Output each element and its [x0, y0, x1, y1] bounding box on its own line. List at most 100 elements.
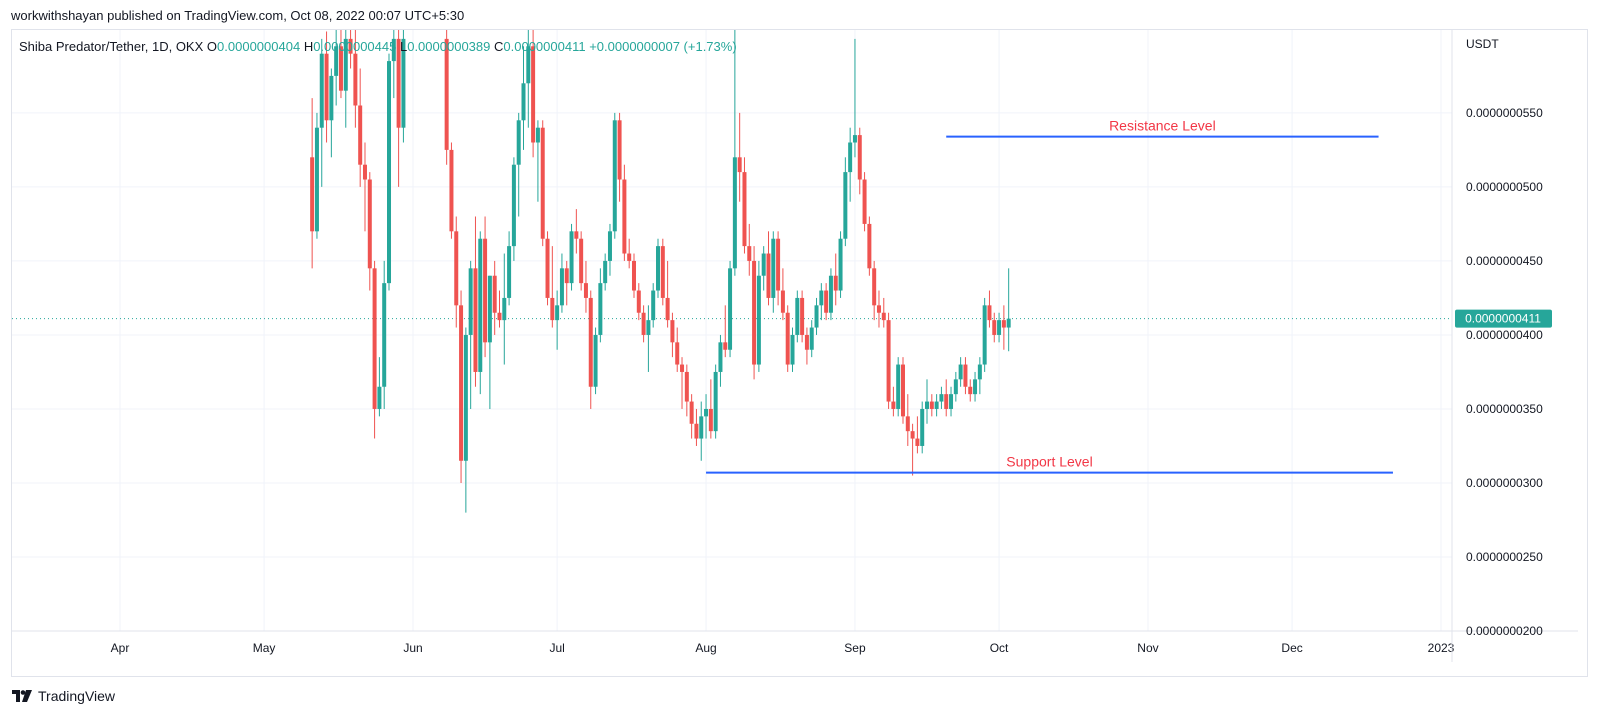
candle[interactable]	[636, 283, 641, 321]
candle[interactable]	[449, 142, 454, 239]
candle[interactable]	[824, 283, 829, 321]
candle[interactable]	[699, 401, 704, 461]
candle[interactable]	[939, 386, 944, 409]
candle[interactable]	[958, 357, 963, 387]
candle[interactable]	[1001, 305, 1006, 350]
candle[interactable]	[574, 209, 579, 254]
candle[interactable]	[583, 260, 588, 313]
candle[interactable]	[569, 223, 574, 291]
candle[interactable]	[358, 68, 363, 187]
candle[interactable]	[377, 357, 382, 417]
candle[interactable]	[819, 283, 824, 321]
candle[interactable]	[828, 268, 833, 321]
candle[interactable]	[588, 290, 593, 409]
candle[interactable]	[593, 327, 598, 395]
candle[interactable]	[367, 172, 372, 291]
candle[interactable]	[559, 253, 564, 313]
candle[interactable]	[809, 320, 814, 358]
candle[interactable]	[708, 379, 713, 439]
candle[interactable]	[891, 386, 896, 417]
candle[interactable]	[329, 68, 334, 158]
candle[interactable]	[896, 357, 901, 417]
candle[interactable]	[607, 223, 612, 276]
candle[interactable]	[684, 364, 689, 417]
candle[interactable]	[651, 283, 656, 328]
candle[interactable]	[790, 327, 795, 372]
candle[interactable]	[968, 379, 973, 402]
candle[interactable]	[401, 30, 406, 143]
candle[interactable]	[521, 46, 526, 150]
candle[interactable]	[973, 371, 978, 402]
candle[interactable]	[756, 260, 761, 372]
candle[interactable]	[511, 157, 516, 261]
candle[interactable]	[545, 231, 550, 306]
candle[interactable]	[497, 290, 502, 328]
candle[interactable]	[526, 30, 531, 128]
candle[interactable]	[487, 275, 492, 409]
candle[interactable]	[550, 246, 555, 328]
candle[interactable]	[324, 31, 329, 143]
candle[interactable]	[929, 394, 934, 417]
candle[interactable]	[910, 423, 915, 476]
candle[interactable]	[723, 305, 728, 358]
candle[interactable]	[886, 312, 891, 409]
candle[interactable]	[689, 394, 694, 439]
candle[interactable]	[603, 253, 608, 291]
candle[interactable]	[862, 172, 867, 232]
candle[interactable]	[838, 231, 843, 298]
candle[interactable]	[992, 312, 997, 343]
candle[interactable]	[694, 408, 699, 446]
candle[interactable]	[627, 238, 632, 269]
candle[interactable]	[881, 297, 886, 328]
candle[interactable]	[492, 260, 497, 335]
candle[interactable]	[463, 327, 468, 513]
candle[interactable]	[535, 120, 540, 202]
candle[interactable]	[372, 260, 377, 439]
candle[interactable]	[900, 357, 905, 424]
candle[interactable]	[531, 30, 536, 158]
candle[interactable]	[785, 305, 790, 372]
candle[interactable]	[718, 334, 723, 387]
candle[interactable]	[843, 157, 848, 247]
candle[interactable]	[704, 394, 709, 439]
candle[interactable]	[737, 112, 742, 202]
candle[interactable]	[987, 290, 992, 328]
candle[interactable]	[814, 297, 819, 335]
candle[interactable]	[387, 53, 392, 291]
candle[interactable]	[761, 246, 766, 291]
candle[interactable]	[747, 223, 752, 276]
candle[interactable]	[631, 253, 636, 298]
candle[interactable]	[353, 30, 358, 128]
candle[interactable]	[977, 357, 982, 395]
candle[interactable]	[612, 112, 617, 239]
candle[interactable]	[728, 260, 733, 358]
candle[interactable]	[338, 30, 343, 99]
candle[interactable]	[564, 260, 569, 306]
candle[interactable]	[857, 127, 862, 195]
candle[interactable]	[742, 157, 747, 254]
candle[interactable]	[713, 364, 718, 439]
candle[interactable]	[795, 290, 800, 343]
candle[interactable]	[617, 112, 622, 202]
candle[interactable]	[867, 216, 872, 276]
candle[interactable]	[833, 253, 838, 306]
candle[interactable]	[670, 312, 675, 358]
candle[interactable]	[934, 394, 939, 417]
candle[interactable]	[641, 305, 646, 343]
candle[interactable]	[540, 120, 545, 247]
candle[interactable]	[804, 327, 809, 365]
candle[interactable]	[800, 290, 805, 343]
candle[interactable]	[473, 216, 478, 387]
candle[interactable]	[598, 268, 603, 343]
candle[interactable]	[963, 357, 968, 395]
support-line[interactable]: Support Level	[706, 454, 1393, 474]
candle[interactable]	[852, 38, 857, 158]
candle[interactable]	[752, 246, 757, 380]
candle[interactable]	[997, 312, 1002, 343]
candle[interactable]	[872, 260, 877, 321]
candle[interactable]	[766, 231, 771, 306]
candle[interactable]	[396, 30, 401, 187]
candle[interactable]	[780, 268, 785, 321]
candle[interactable]	[348, 30, 353, 69]
candle[interactable]	[675, 327, 680, 372]
